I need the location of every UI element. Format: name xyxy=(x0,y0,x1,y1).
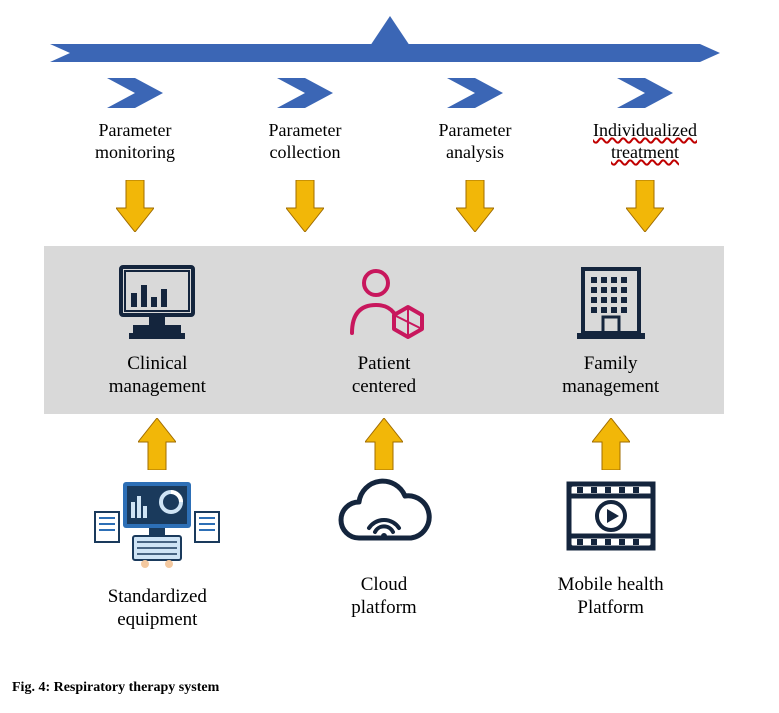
midcell-family: Family management xyxy=(511,263,711,398)
botcell-label: Standardized equipment xyxy=(108,585,207,631)
up-arrow-icon xyxy=(284,418,484,470)
step-analysis: Parameter analysis xyxy=(400,78,550,163)
chevron-right-icon xyxy=(447,78,503,113)
step-collection: Parameter collection xyxy=(230,78,380,163)
steps-row: Parameter monitoring Parameter collectio… xyxy=(60,78,720,163)
building-icon xyxy=(569,263,653,346)
midcell-patient: Patient centered xyxy=(284,263,484,398)
step-individualized: Individualized treatment xyxy=(570,78,720,163)
video-player-icon xyxy=(561,478,661,563)
midcell-label: Clinical management xyxy=(109,352,206,398)
chevron-right-icon xyxy=(617,78,673,113)
patient-person-icon xyxy=(342,263,426,346)
down-arrow-icon xyxy=(400,180,550,232)
figure-caption: Fig. 4: Respiratory therapy system xyxy=(0,670,779,696)
up-arrows-row xyxy=(44,418,724,470)
midcell-label: Family management xyxy=(562,352,659,398)
chevron-right-icon xyxy=(277,78,333,113)
down-arrows-row xyxy=(60,180,720,232)
botcell-label: Mobile health Platform xyxy=(558,573,664,619)
up-arrow-icon xyxy=(511,418,711,470)
midband: Clinical management Patient centered xyxy=(44,246,724,414)
step-monitoring: Parameter monitoring xyxy=(60,78,210,163)
midcell-label: Patient centered xyxy=(352,352,416,398)
step-label: Parameter collection xyxy=(269,119,342,163)
botcell-equipment: Standardized equipment xyxy=(57,478,257,631)
up-arrow-icon xyxy=(57,418,257,470)
cloud-wifi-icon xyxy=(329,478,439,563)
midcell-clinical: Clinical management xyxy=(57,263,257,398)
step-label: Parameter analysis xyxy=(439,119,512,163)
top-bar xyxy=(50,44,720,62)
dashboard-equipment-icon xyxy=(87,478,227,575)
botcell-mobile: Mobile health Platform xyxy=(511,478,711,631)
step-label: Individualized treatment xyxy=(593,119,697,163)
botcell-cloud: Cloud platform xyxy=(284,478,484,631)
down-arrow-icon xyxy=(60,180,210,232)
chevron-right-icon xyxy=(107,78,163,113)
diagram-root: Parameter monitoring Parameter collectio… xyxy=(0,0,779,670)
down-arrow-icon xyxy=(570,180,720,232)
down-arrow-icon xyxy=(230,180,380,232)
computer-icon xyxy=(115,263,199,346)
botcell-label: Cloud platform xyxy=(351,573,416,619)
step-label: Parameter monitoring xyxy=(95,119,175,163)
bottom-row: Standardized equipment Cloud platform xyxy=(44,478,724,631)
